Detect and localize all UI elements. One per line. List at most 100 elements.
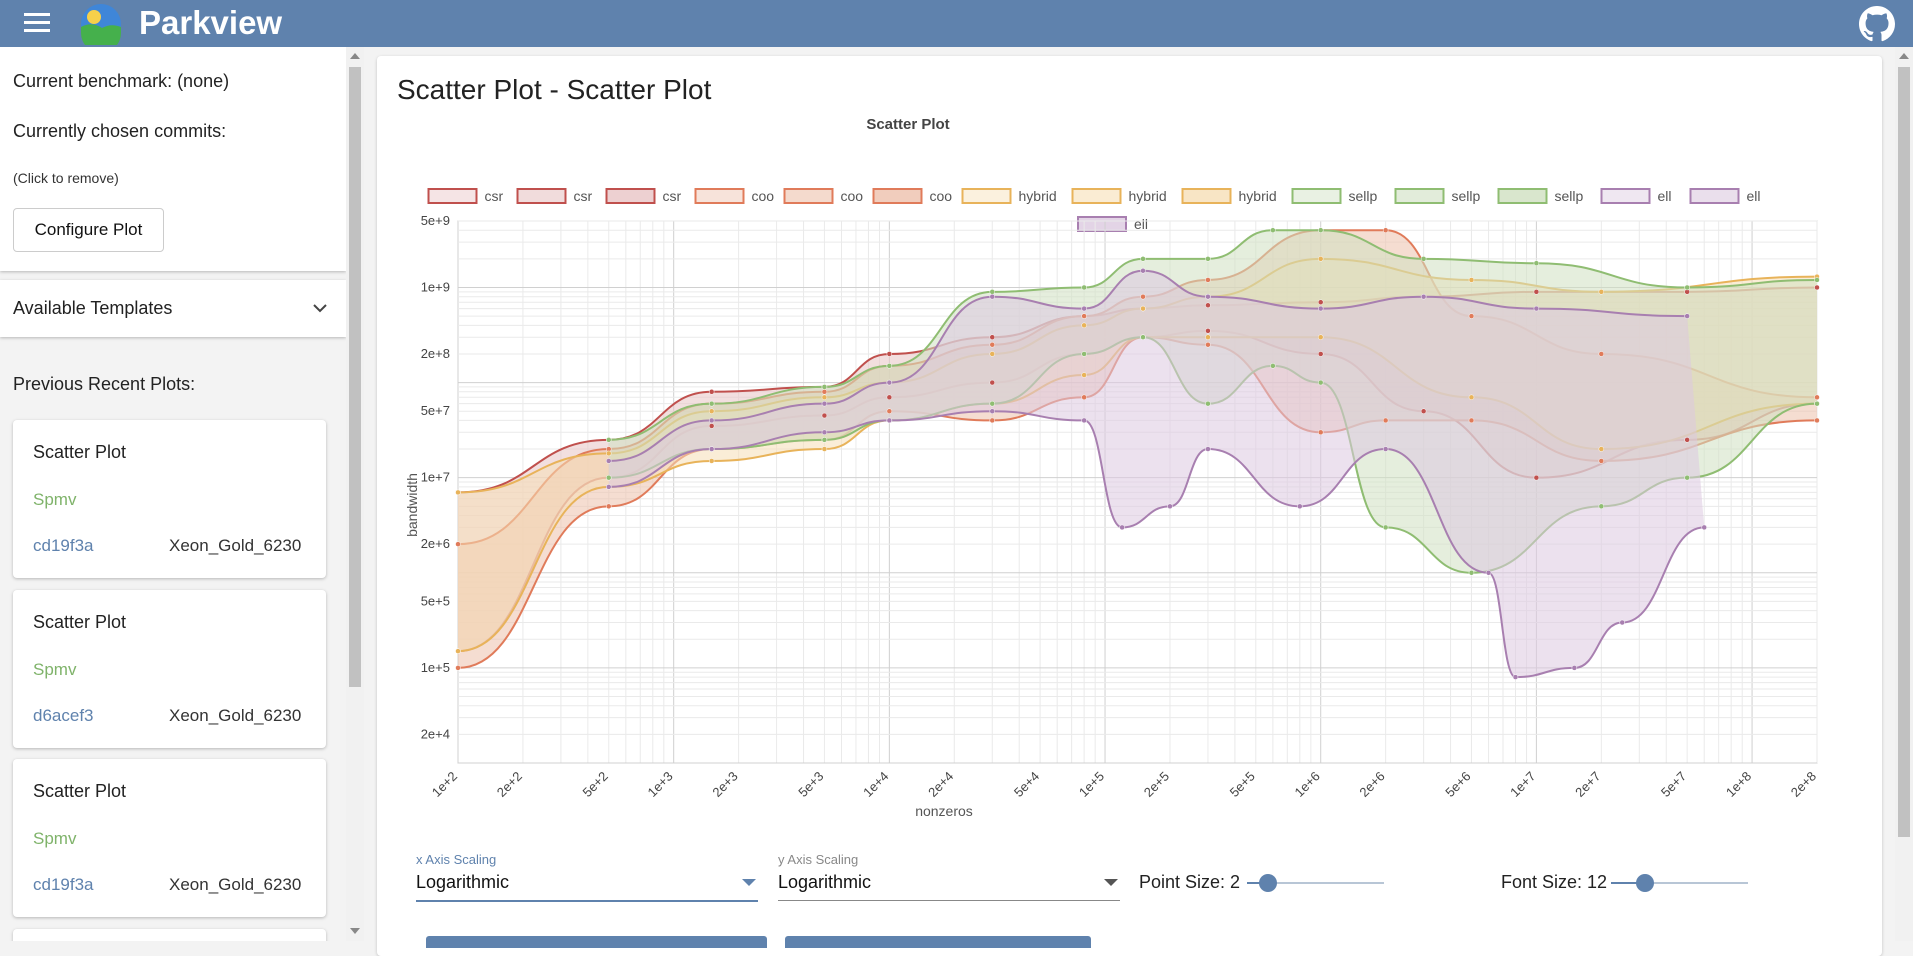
- y-axis-label: bandwidth: [404, 473, 420, 537]
- scroll-up-icon[interactable]: [1899, 53, 1909, 59]
- action-button[interactable]: [426, 936, 767, 948]
- coo-point: [1140, 293, 1146, 300]
- coo-point: [1814, 417, 1820, 424]
- csr-point: [1317, 299, 1324, 305]
- sellp-point: [886, 363, 893, 369]
- legend-label: csr: [663, 188, 682, 204]
- font-size-track[interactable]: [1611, 882, 1748, 884]
- scatter-chart: Scatter Plot csr csr csr coo coo coo hybrid hyb…: [404, 116, 1820, 819]
- hybrid-point: [708, 458, 715, 464]
- csr-point: [708, 423, 715, 429]
- legend-label: csr: [485, 188, 504, 204]
- sidebar-scrollbar[interactable]: [346, 47, 364, 941]
- hybrid-point: [455, 648, 461, 654]
- recent-plot-card[interactable]: Scatter Plot Spmv d6acef3 Xeon_Gold_6230: [13, 590, 326, 748]
- hybrid-point: [1081, 322, 1087, 329]
- x-tick-label: 2e+7: [1572, 769, 1603, 800]
- recent-plot-card[interactable]: Scatter Plot Spmv cd19f3a Xeon_Gold_6230: [13, 759, 326, 917]
- point-size-slider[interactable]: [1258, 874, 1277, 892]
- legend-swatch: [1291, 188, 1342, 204]
- chart-legend: csr csr csr coo coo coo hybrid hybrid hybrid sell…: [427, 188, 1761, 232]
- font-size-slider[interactable]: [1636, 874, 1655, 892]
- plot-card: Scatter Plot - Scatter Plot Scatter Plot…: [377, 56, 1882, 956]
- ell-point: [1205, 293, 1211, 300]
- ell-point: [708, 446, 715, 452]
- recent-plot-card[interactable]: [13, 929, 326, 941]
- x-axis-ticks: 1e+2 2e+2 5e+2 1e+3 2e+3 5e+3 1e+4 2e+4 5e+4 1e+5…: [429, 769, 1819, 800]
- chart-points: [455, 227, 1820, 680]
- sellp-point: [821, 384, 828, 390]
- ell-area: [608, 270, 1705, 678]
- dropdown-caret-icon: [1104, 879, 1118, 886]
- csr-point: [1814, 284, 1820, 291]
- x-tick-label: 5e+4: [1011, 769, 1042, 800]
- x-tick-label: 2e+5: [1141, 769, 1172, 800]
- recent-plot-benchmark: Spmv: [33, 490, 77, 509]
- legend-swatch: [1689, 188, 1740, 204]
- csr-point: [886, 394, 893, 401]
- legend-label: coo: [930, 188, 953, 204]
- x-tick-label: 5e+5: [1227, 769, 1258, 800]
- page-scrollbar[interactable]: [1895, 47, 1913, 941]
- templates-label: Available Templates: [13, 298, 173, 318]
- hybrid-point: [455, 489, 461, 496]
- app-bar: Parkview: [0, 0, 1913, 47]
- hybrid-point: [1317, 256, 1324, 262]
- action-button[interactable]: [785, 936, 1091, 948]
- csr-point: [1684, 437, 1690, 443]
- point-size-track[interactable]: [1247, 882, 1384, 884]
- sellp-point: [1684, 284, 1690, 291]
- csr-point: [886, 351, 893, 357]
- scrollbar-thumb[interactable]: [349, 67, 361, 687]
- ell-point: [886, 417, 893, 424]
- sellp-point: [1420, 256, 1427, 262]
- legend-swatch: [1071, 188, 1122, 204]
- coo-point: [989, 417, 996, 424]
- menu-icon[interactable]: [24, 13, 50, 33]
- legend-swatch: [694, 188, 745, 204]
- scroll-up-icon[interactable]: [350, 53, 360, 59]
- csr-point: [821, 412, 828, 419]
- templates-accordion[interactable]: Available Templates: [0, 280, 346, 337]
- sellp-point: [821, 437, 828, 443]
- configure-plot-button[interactable]: Configure Plot: [13, 208, 164, 252]
- ell-point: [886, 379, 893, 386]
- coo-point: [1468, 313, 1475, 319]
- x-tick-label: 1e+3: [644, 769, 675, 800]
- x-scaling-value: Logarithmic: [416, 872, 510, 892]
- hybrid-point: [1205, 334, 1211, 340]
- legend-label: hybrid: [1129, 188, 1167, 204]
- y-tick-label: 1e+5: [421, 660, 450, 675]
- x-scaling-label: x Axis Scaling: [416, 852, 497, 867]
- ell-point: [1167, 503, 1173, 510]
- hybrid-point: [1317, 334, 1324, 340]
- legend-swatch: [1181, 188, 1232, 204]
- sellp-point: [1140, 334, 1146, 340]
- y-tick-label: 1e+7: [421, 470, 450, 485]
- x-tick-label: 1e+4: [860, 769, 891, 800]
- recent-plot-commit: cd19f3a: [33, 875, 94, 894]
- recent-plot-card[interactable]: Scatter Plot Spmv cd19f3a Xeon_Gold_6230: [13, 420, 326, 578]
- hybrid-point: [1081, 372, 1087, 378]
- x-scaling-underline: [416, 900, 758, 902]
- x-tick-label: 5e+6: [1442, 769, 1473, 800]
- github-icon[interactable]: [1859, 6, 1895, 42]
- coo-point: [455, 541, 461, 547]
- csr-point: [1317, 351, 1324, 357]
- y-tick-label: 5e+7: [421, 403, 450, 418]
- point-size-fill: [1247, 882, 1268, 884]
- coo-point: [1081, 313, 1087, 319]
- scroll-down-icon[interactable]: [350, 928, 360, 934]
- legend-label: csr: [574, 188, 593, 204]
- font-size-fill: [1611, 882, 1646, 884]
- ell-point: [1119, 524, 1125, 531]
- hybrid-point: [1468, 277, 1475, 283]
- scrollbar-thumb[interactable]: [1898, 67, 1910, 837]
- ell-point: [1140, 267, 1146, 274]
- dropdown-caret-icon: [742, 879, 756, 886]
- legend-label: sellp: [1349, 188, 1378, 204]
- ell-point: [821, 400, 828, 407]
- x-tick-label: 2e+8: [1788, 769, 1819, 800]
- legend-label: sellp: [1555, 188, 1584, 204]
- sellp-point: [1382, 524, 1389, 531]
